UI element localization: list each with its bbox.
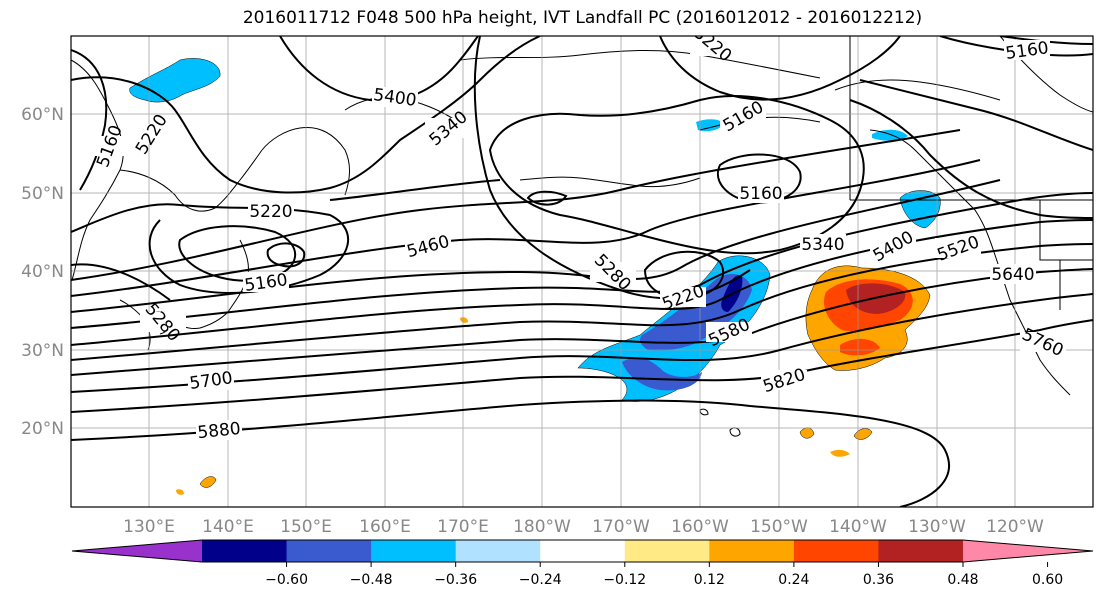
colorbar-segment — [371, 540, 457, 562]
colorbar-segment — [202, 540, 288, 562]
lat-label: 20°N — [21, 419, 64, 439]
lon-label: 170°E — [437, 517, 489, 537]
lat-label: 50°N — [21, 184, 64, 204]
colorbar-segment — [286, 540, 372, 562]
lon-label: 130°E — [123, 517, 175, 537]
colorbar-extend-high — [963, 540, 1093, 562]
colorbar-segment — [709, 540, 795, 562]
lon-label: 140°E — [202, 517, 254, 537]
colorbar-extend-low — [72, 540, 202, 562]
colorbar-tick-label: −0.24 — [519, 572, 562, 588]
map-frame — [70, 35, 1094, 508]
height-contours — [71, 36, 1093, 507]
lon-label: 150°W — [750, 517, 808, 537]
colorbar-tick-label: −0.60 — [265, 572, 308, 588]
colorbar-tick-label: −0.36 — [434, 572, 477, 588]
colorbar-tick-label: 0.24 — [778, 572, 809, 588]
negative-anomaly-region — [696, 119, 724, 132]
lat-label: 40°N — [21, 262, 64, 282]
positive-anomaly-region — [830, 449, 850, 457]
contour-label: 5640 — [991, 265, 1034, 285]
positive-anomaly-region — [840, 338, 880, 356]
lon-label: 120°W — [986, 517, 1044, 537]
negative-anomaly-region — [622, 357, 702, 391]
colorbar-segment — [624, 540, 710, 562]
negative-anomaly-region — [640, 274, 752, 351]
lon-label: 150°E — [280, 517, 332, 537]
colorbar-tick-label: −0.48 — [350, 572, 393, 588]
colorbar: −0.60 −0.48 −0.36 −0.24 −0.12 0.12 0.24 0.36 0.4… — [71, 539, 1094, 588]
positive-anomaly-region — [176, 489, 184, 495]
lon-label: 180°W — [513, 517, 571, 537]
colorbar-tick-label: 0.12 — [694, 572, 725, 588]
positive-anomaly-region — [460, 317, 468, 323]
colorbar-tick-label: 0.36 — [863, 572, 894, 588]
longitude-labels: 130°E 140°E 150°E 160°E 170°E 180°W 170°… — [123, 517, 1044, 537]
latitude-labels: 60°N 50°N 40°N 30°N 20°N — [21, 105, 64, 439]
lat-label: 60°N — [21, 105, 64, 125]
colorbar-tick-label: −0.12 — [603, 572, 646, 588]
colorbar-segment — [540, 540, 626, 562]
contour-label: 5880 — [197, 419, 242, 443]
colorbar-segment — [878, 540, 964, 562]
map-title: 2016011712 F048 500 hPa height, IVT Land… — [242, 8, 923, 28]
lon-label: 160°E — [359, 517, 411, 537]
colorbar-segment — [455, 540, 541, 562]
contour-label: 5160 — [739, 184, 782, 204]
lon-label: 130°W — [908, 517, 966, 537]
lon-label: 170°W — [592, 517, 650, 537]
colorbar-tick-label: 0.60 — [1032, 572, 1063, 588]
colorbar-segment — [793, 540, 879, 562]
contour-label: 5220 — [249, 202, 292, 222]
lon-label: 160°W — [671, 517, 729, 537]
colorbar-tick-label: 0.48 — [947, 572, 978, 588]
lat-label: 30°N — [21, 341, 64, 361]
lon-label: 140°W — [829, 517, 887, 537]
colorbar-outline — [71, 539, 1094, 563]
contour-label: 5340 — [801, 235, 844, 255]
positive-anomaly-region — [199, 476, 217, 488]
